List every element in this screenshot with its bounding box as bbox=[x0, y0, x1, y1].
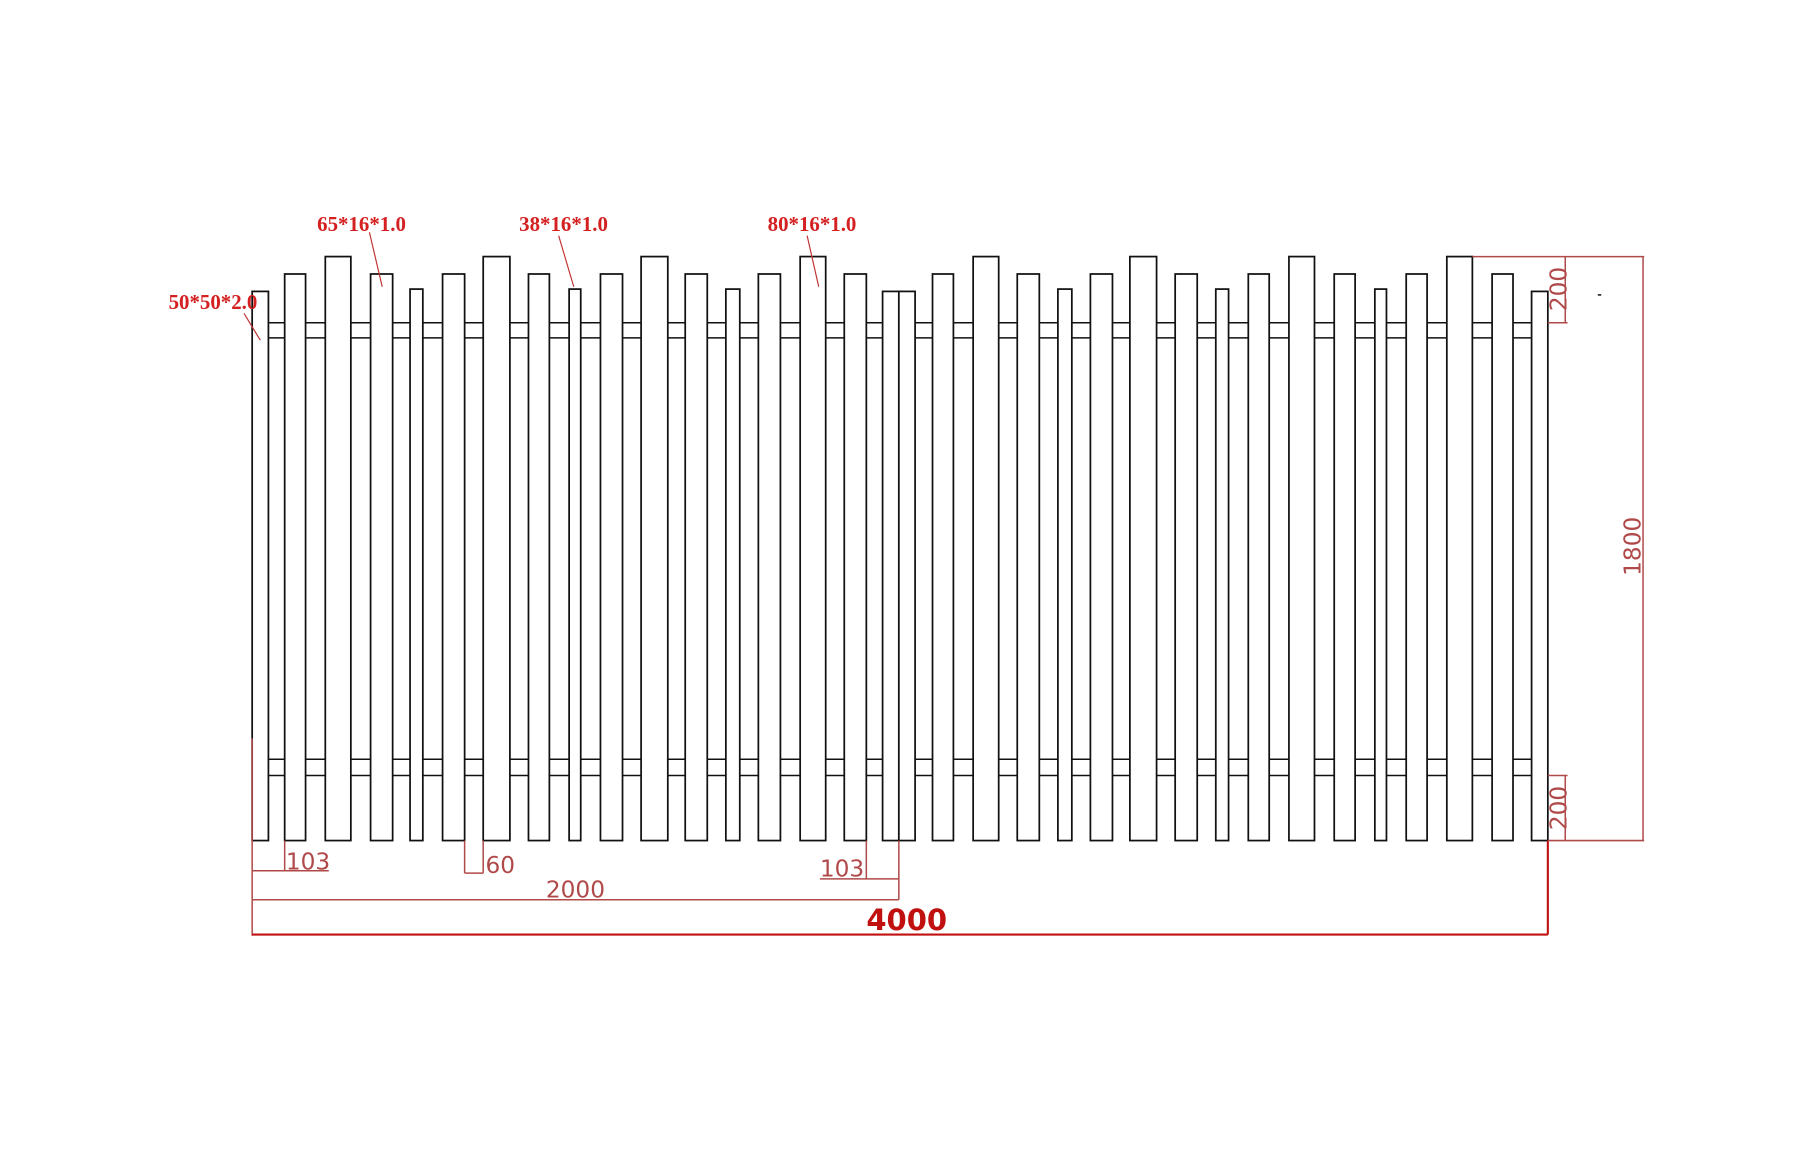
picket bbox=[1214, 288, 1230, 842]
picket bbox=[684, 273, 709, 842]
dimension-line bbox=[463, 840, 484, 874]
leader bbox=[368, 232, 383, 287]
picket bbox=[1373, 288, 1388, 842]
dimension-line bbox=[1472, 255, 1645, 842]
picket bbox=[409, 288, 424, 842]
picket bbox=[1057, 288, 1073, 842]
dimension-label: 200 bbox=[1545, 267, 1572, 311]
picket bbox=[640, 255, 669, 842]
post-label: 50*50*2.0 bbox=[169, 290, 258, 314]
picket bbox=[1530, 290, 1549, 842]
picket bbox=[799, 255, 827, 842]
picket bbox=[599, 273, 624, 842]
picket bbox=[1288, 255, 1316, 842]
picket bbox=[527, 273, 551, 842]
dimension-label: 103 bbox=[286, 849, 330, 876]
picket-label: 65*16*1.0 bbox=[317, 212, 406, 236]
leader bbox=[558, 235, 575, 287]
dimension-label: 2000 bbox=[546, 876, 605, 903]
picket bbox=[1129, 255, 1158, 842]
picket bbox=[1333, 273, 1356, 842]
picket bbox=[881, 290, 900, 842]
picket bbox=[324, 255, 352, 842]
picket bbox=[369, 273, 394, 842]
pickets bbox=[251, 255, 1549, 842]
picket bbox=[1405, 273, 1428, 842]
picket-label: 80*16*1.0 bbox=[768, 212, 857, 236]
picket-label: 38*16*1.0 bbox=[519, 212, 608, 236]
picket bbox=[931, 273, 955, 842]
picket bbox=[1174, 273, 1199, 842]
picket bbox=[724, 288, 741, 842]
picket bbox=[1016, 273, 1041, 842]
picket bbox=[1247, 273, 1271, 842]
dimension-label: 4000 bbox=[866, 903, 947, 937]
dimension-label: 200 bbox=[1545, 786, 1572, 830]
picket bbox=[1445, 255, 1474, 842]
picket bbox=[441, 273, 466, 842]
leader bbox=[243, 313, 261, 341]
picket bbox=[1089, 273, 1114, 842]
picket bbox=[1491, 273, 1514, 842]
picket bbox=[251, 290, 270, 842]
dimension-label: 60 bbox=[486, 852, 516, 879]
picket bbox=[283, 273, 307, 842]
picket bbox=[843, 273, 868, 842]
dimension-label: 1800 bbox=[1620, 517, 1647, 576]
picket bbox=[482, 255, 511, 842]
picket bbox=[972, 255, 1000, 842]
leader bbox=[806, 235, 820, 287]
dimension-line bbox=[252, 840, 1549, 936]
dimension-line bbox=[251, 738, 329, 936]
picket bbox=[568, 288, 582, 842]
dimension-label: 103 bbox=[820, 856, 864, 883]
picket bbox=[897, 290, 916, 842]
picket bbox=[757, 273, 782, 842]
dimension-line bbox=[819, 840, 900, 900]
